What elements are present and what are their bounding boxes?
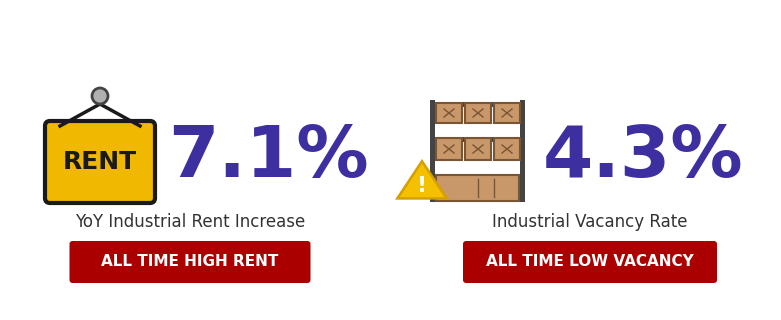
FancyBboxPatch shape [70, 241, 311, 283]
Circle shape [92, 88, 108, 104]
FancyBboxPatch shape [494, 138, 520, 160]
FancyBboxPatch shape [465, 138, 491, 160]
Text: 4.3%: 4.3% [543, 123, 744, 191]
FancyBboxPatch shape [520, 100, 525, 202]
FancyBboxPatch shape [463, 241, 717, 283]
FancyBboxPatch shape [494, 103, 520, 123]
Polygon shape [398, 161, 447, 198]
FancyBboxPatch shape [45, 121, 155, 203]
FancyBboxPatch shape [436, 138, 462, 160]
Text: ALL TIME LOW VACANCY: ALL TIME LOW VACANCY [486, 254, 694, 269]
Text: RENT: RENT [63, 150, 137, 174]
Text: YoY Industrial Rent Increase: YoY Industrial Rent Increase [75, 213, 305, 231]
FancyBboxPatch shape [436, 103, 462, 123]
FancyBboxPatch shape [430, 100, 435, 202]
FancyBboxPatch shape [465, 103, 491, 123]
FancyBboxPatch shape [430, 102, 525, 107]
Text: Industrial Vacancy Rate: Industrial Vacancy Rate [492, 213, 688, 231]
FancyBboxPatch shape [430, 174, 525, 179]
Text: !: ! [417, 176, 427, 196]
FancyBboxPatch shape [430, 137, 525, 142]
FancyBboxPatch shape [436, 175, 519, 201]
Text: 7.1%: 7.1% [168, 123, 369, 191]
Text: ALL TIME HIGH RENT: ALL TIME HIGH RENT [102, 254, 279, 269]
